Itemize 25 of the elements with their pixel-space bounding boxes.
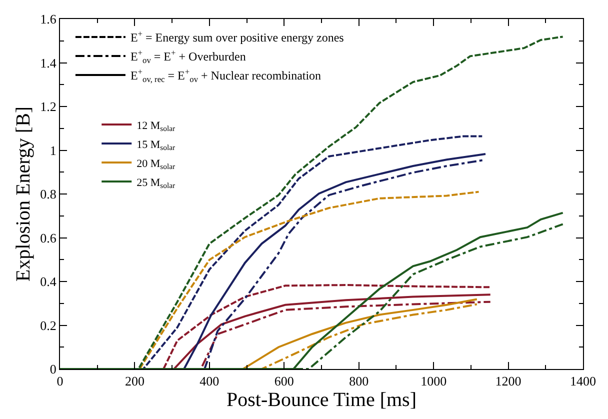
legend-label: E$^{+}$$_{ov}$ = E$^{+}$ + Overburden bbox=[130, 48, 246, 66]
legend-label: 12 M$_{solar}$ bbox=[136, 120, 176, 134]
x-tick-label: 800 bbox=[349, 374, 369, 389]
x-tick-label: 400 bbox=[200, 374, 220, 389]
y-axis-title: Explosion Energy [B] bbox=[12, 106, 35, 282]
x-tick-label: 1000 bbox=[420, 374, 447, 389]
legend-label: E$^{+}$$_{ov, rec}$ = E$^{+}$$_{ov}$ + Nuclear recombination bbox=[130, 68, 322, 84]
x-tick-label: 1200 bbox=[495, 374, 522, 389]
y-tick-label: 1.6 bbox=[40, 12, 57, 27]
x-tick-label: 200 bbox=[124, 374, 144, 389]
legend-label: E$^{+}$ = Energy sum over positive energy zones bbox=[130, 30, 344, 45]
y-tick-label: 0.8 bbox=[40, 186, 56, 202]
x-tick-label: 1400 bbox=[570, 374, 596, 389]
y-tick-label: 0 bbox=[50, 362, 56, 377]
x-axis-title: Post-Bounce Time [ms] bbox=[226, 389, 417, 412]
y-tick-label: 1.2 bbox=[40, 99, 56, 114]
y-tick-label: 0.2 bbox=[40, 318, 56, 333]
y-tick-label: 1.4 bbox=[40, 55, 57, 70]
y-tick-label: 1 bbox=[50, 142, 56, 158]
legend-label: 20 M$_{solar}$ bbox=[136, 158, 176, 172]
legend-label: 15 M$_{solar}$ bbox=[136, 138, 176, 152]
legend-label: 25 M$_{solar}$ bbox=[136, 176, 176, 190]
x-tick-label: 600 bbox=[274, 374, 294, 389]
y-tick-label: 0.6 bbox=[40, 230, 57, 246]
y-tick-label: 0.4 bbox=[40, 274, 57, 290]
